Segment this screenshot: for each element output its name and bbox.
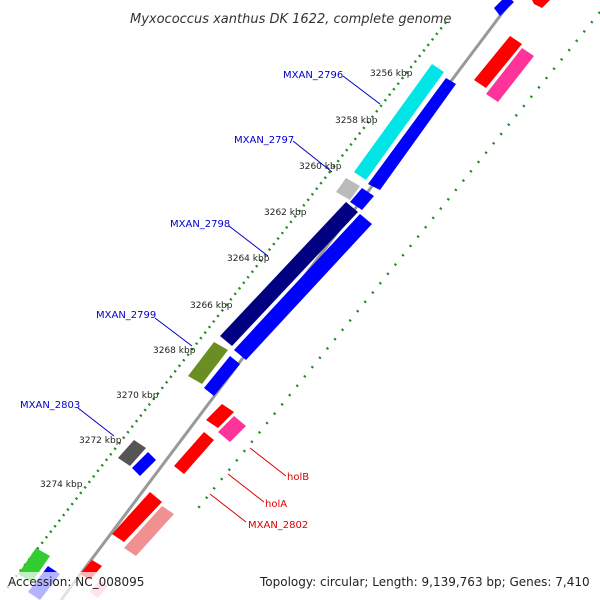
reverse-cds-top: [532, 0, 550, 8]
tick-label: 3270 kbp: [116, 391, 159, 401]
forward-cds-2: [350, 188, 374, 210]
leader-line: [292, 140, 333, 173]
forward-cds-4: [204, 356, 240, 396]
forward-cds-3: [234, 214, 372, 360]
footer-bg: [0, 572, 600, 600]
gene-holb-pink: [218, 416, 246, 442]
leader-line: [154, 317, 193, 347]
gene-mxan-2802-pink: [124, 506, 174, 556]
leader-line: [342, 75, 381, 105]
tick-label: 3274 kbp: [40, 480, 83, 490]
gene-label-mxan-2803[interactable]: MXAN_2803: [20, 400, 80, 411]
leader-line: [249, 447, 287, 477]
tick-label: 3272 kbp: [79, 436, 122, 446]
leader-line: [209, 493, 247, 523]
forward-cds-1: [368, 78, 456, 190]
leader-line: [227, 473, 265, 503]
gene-mxan-2803: [118, 440, 146, 466]
pink-cds-right: [486, 48, 534, 102]
summary-text: Topology: circular; Length: 9,139,763 bp…: [259, 575, 590, 589]
forward-cds-5: [132, 452, 156, 476]
gene-hola: [174, 432, 214, 474]
leader-line: [228, 225, 269, 257]
tick-label: 3260 kbp: [299, 162, 342, 172]
gene-label-holb[interactable]: holB: [287, 472, 309, 483]
reverse-cds-right: [474, 36, 522, 88]
tick-label: 3266 kbp: [190, 301, 233, 311]
gene-mxan-2802: [112, 492, 162, 542]
gene-label-mxan-2802[interactable]: MXAN_2802: [248, 520, 308, 531]
gene-label-mxan-2799[interactable]: MXAN_2799: [96, 310, 156, 321]
gene-holb: [206, 404, 234, 428]
forward-cds-top: [494, 0, 514, 16]
gene-mxan-2796: [354, 64, 444, 180]
gene-mxan-2799: [188, 342, 228, 384]
gene-mxan-2797: [336, 178, 360, 200]
gene-label-mxan-2797[interactable]: MXAN_2797: [234, 135, 294, 146]
outer-tick-ring: [3, 21, 447, 593]
tick-label: 3256 kbp: [370, 69, 413, 79]
map-title: Myxococcus xanthus DK 1622, complete gen…: [130, 12, 451, 27]
gene-label-hola[interactable]: holA: [265, 499, 287, 510]
gene-label-mxan-2796[interactable]: MXAN_2796: [283, 70, 343, 81]
gene-label-mxan-2798[interactable]: MXAN_2798: [170, 219, 230, 230]
accession-text: Accession: NC_008095: [8, 575, 144, 589]
leader-line: [77, 407, 115, 437]
tick-label: 3268 kbp: [153, 346, 196, 356]
tick-label: 3264 kbp: [227, 254, 270, 264]
tick-label: 3262 kbp: [264, 208, 307, 218]
tick-label: 3258 kbp: [335, 116, 378, 126]
gene-mxan-2798: [220, 202, 358, 346]
